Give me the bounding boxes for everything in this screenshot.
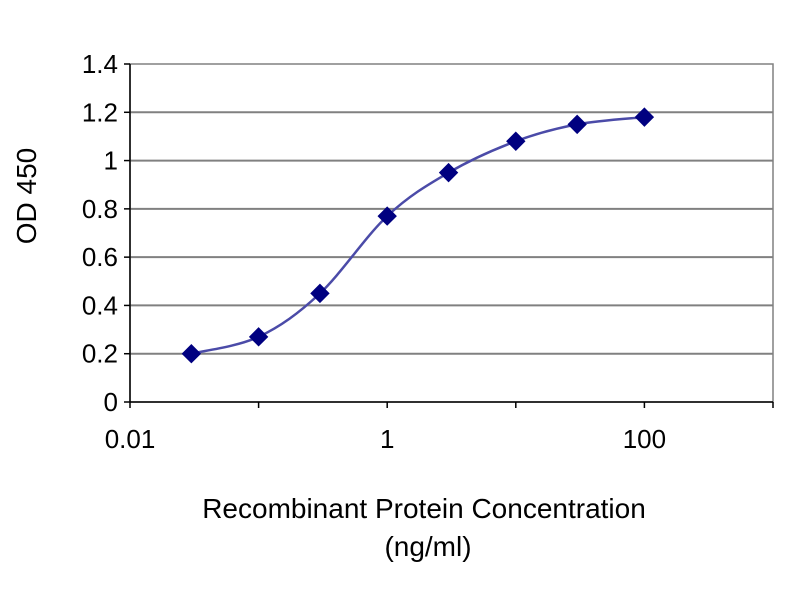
data-point-0-4: [438, 162, 459, 183]
x-axis-title-line1: Recombinant Protein Concentration: [202, 493, 646, 524]
x-tick-labels: 0.01 1 100: [105, 424, 666, 454]
y-tick-label-2: 0.4: [82, 290, 118, 320]
y-tick-label-0: 0: [104, 387, 118, 417]
y-tick-label-6: 1.2: [82, 97, 118, 127]
x-tick-label-2: 100: [623, 424, 666, 454]
plot-area: [129, 63, 774, 403]
grid-lines: [130, 111, 773, 355]
data-series: [181, 107, 655, 364]
y-tick-label-1: 0.2: [82, 339, 118, 369]
data-point-0-7: [634, 107, 655, 127]
x-tick-label-1: 1: [380, 424, 394, 454]
y-axis-title: OD 450: [11, 148, 42, 245]
data-point-0-0: [181, 344, 202, 364]
data-point-0-5: [506, 131, 526, 151]
data-point-0-2: [310, 283, 330, 304]
y-tick-labels: 0 0.2 0.4 0.6 0.8 1 1.2 1.4: [82, 49, 118, 417]
x-tick-label-0: 0.01: [105, 424, 156, 454]
data-point-0-3: [377, 206, 397, 226]
axes: [124, 63, 774, 408]
data-point-0-1: [248, 327, 269, 347]
y-tick-label-7: 1.4: [82, 49, 118, 79]
y-tick-label-3: 0.6: [82, 242, 118, 272]
x-axis-title-line2: (ng/ml): [384, 531, 471, 562]
data-point-0-6: [567, 114, 587, 135]
y-tick-label-4: 0.8: [82, 194, 118, 224]
y-tick-label-5: 1: [104, 146, 118, 176]
